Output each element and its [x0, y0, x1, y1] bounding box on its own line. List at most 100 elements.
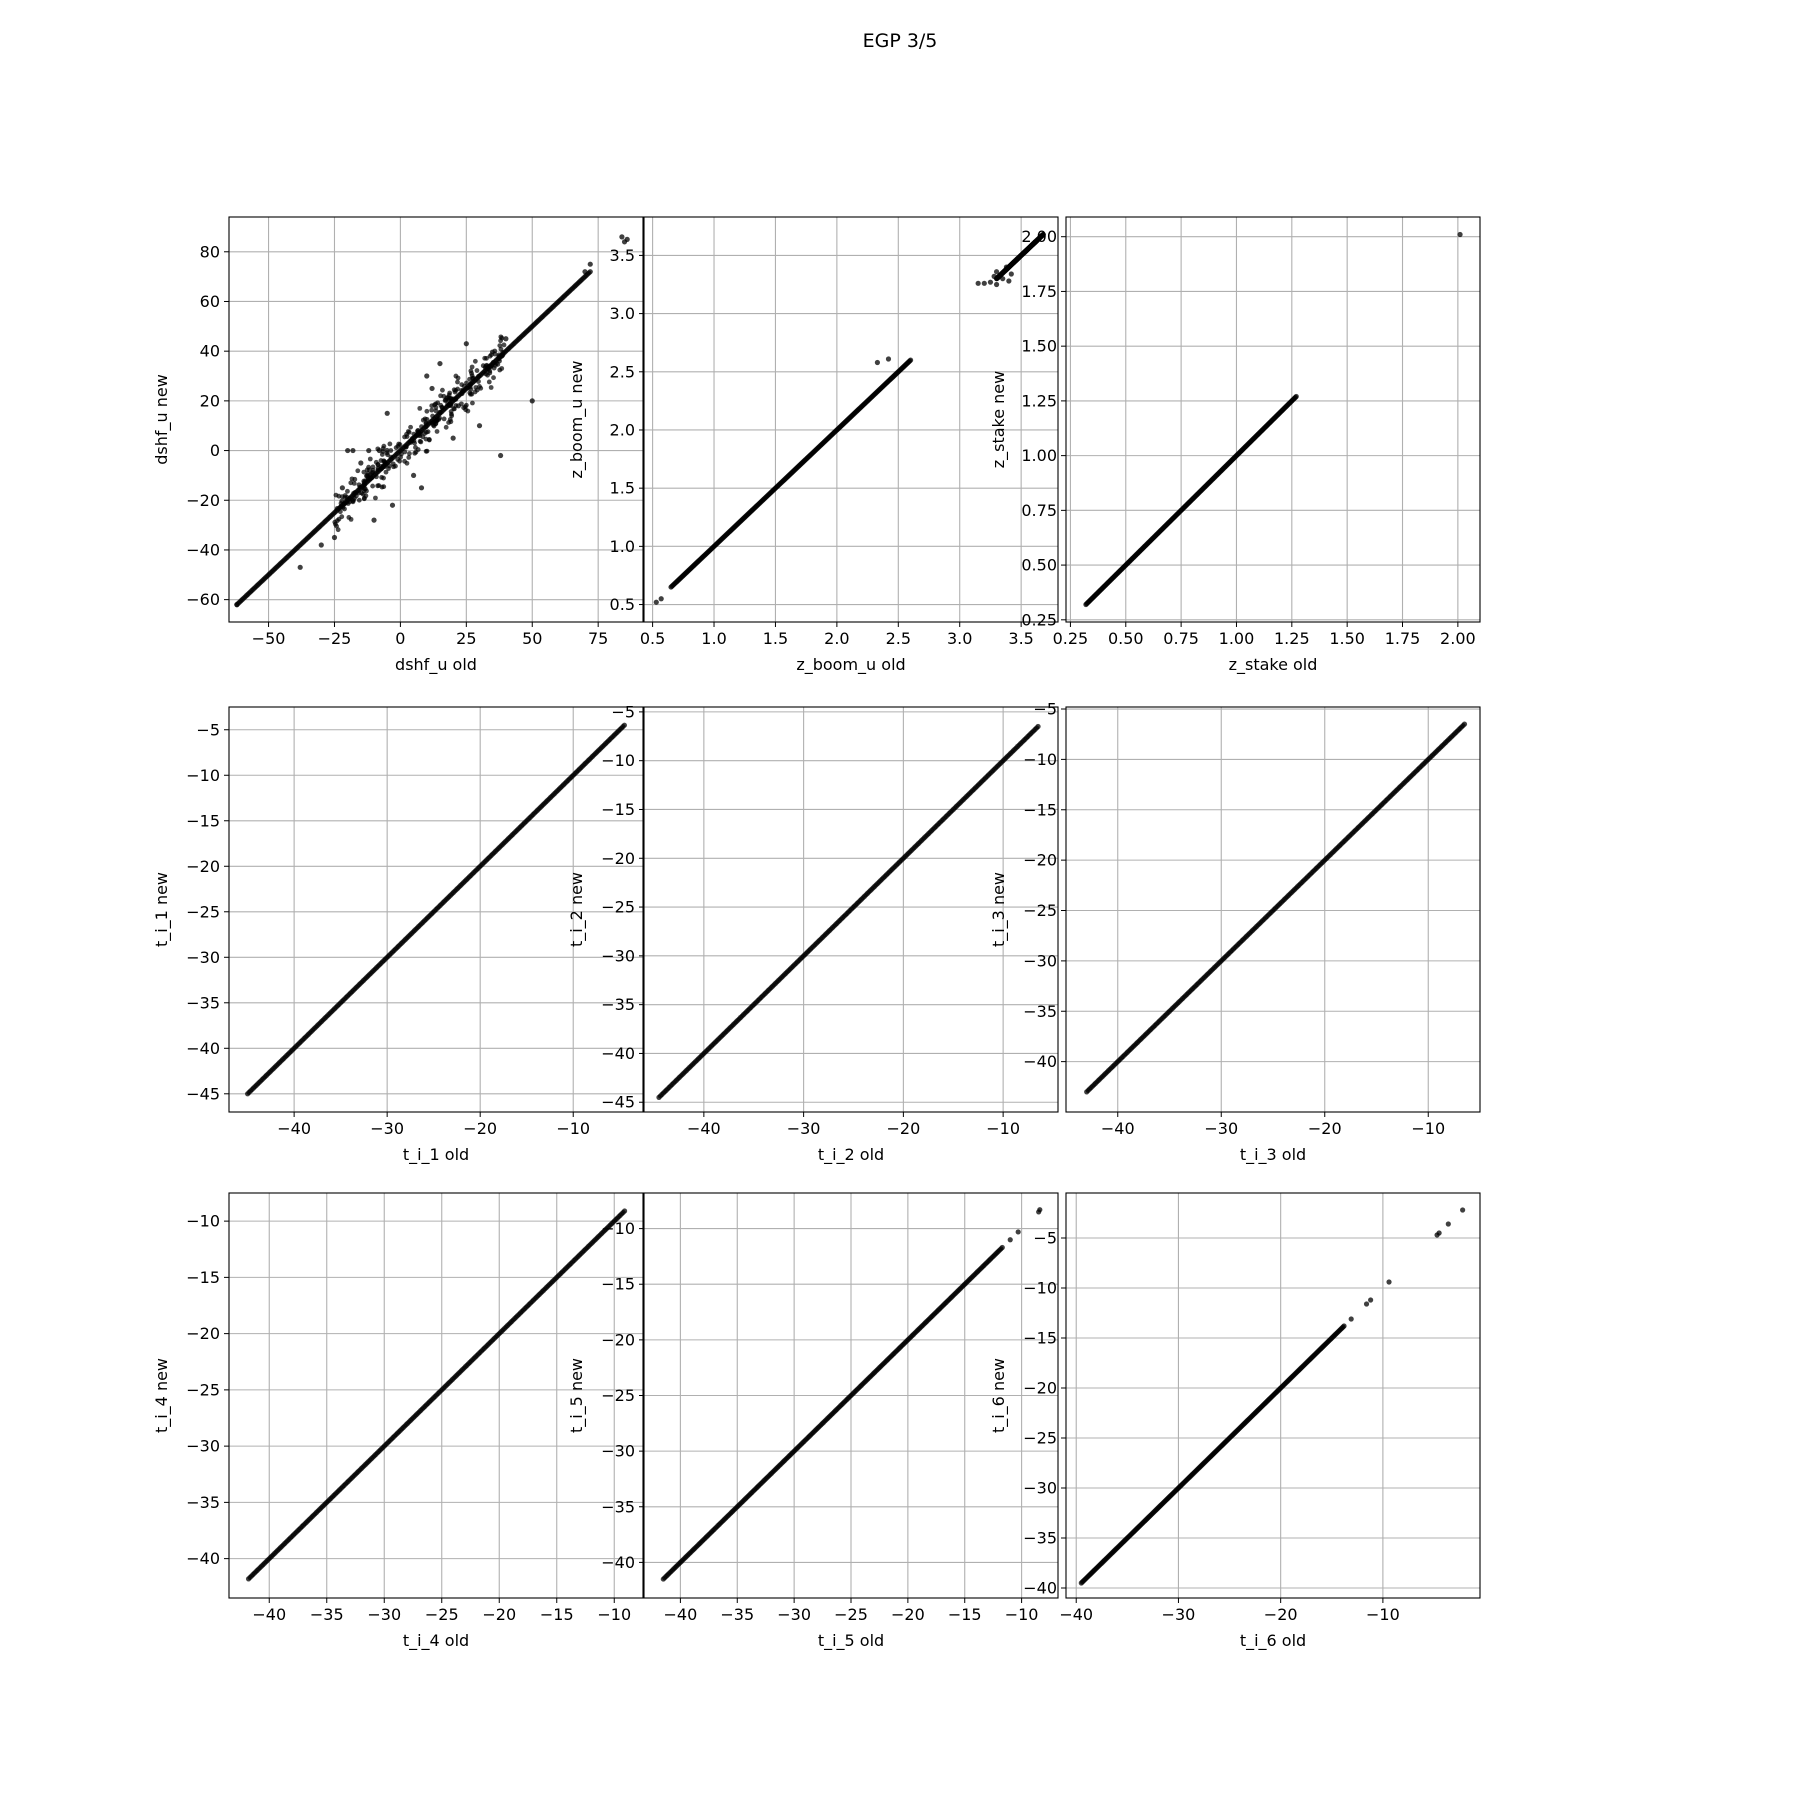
- scatter-point: [408, 424, 413, 430]
- y-tick-label: −10: [601, 1219, 635, 1238]
- scatter-point: [1348, 1316, 1354, 1322]
- scatter-point: [379, 474, 385, 480]
- y-tick-label: −30: [601, 1442, 635, 1461]
- scatter-point: [991, 273, 997, 279]
- y-tick-label: 20: [200, 391, 220, 410]
- scatter-point: [658, 596, 664, 602]
- scatter-point: [1363, 1301, 1370, 1307]
- scatter-point: [424, 408, 430, 414]
- scatter-point: [440, 387, 445, 393]
- y-axis-label: t_i_5 new: [567, 1358, 587, 1433]
- y-tick-label: −40: [186, 1039, 220, 1058]
- y-tick-label: −25: [1023, 901, 1057, 920]
- y-tick-label: −5: [611, 702, 635, 721]
- y-tick-label: −30: [601, 946, 635, 965]
- y-tick-label: −15: [1023, 1329, 1057, 1348]
- scatter-point: [1040, 231, 1046, 238]
- scatter-point: [529, 398, 535, 404]
- scatter-point: [476, 379, 481, 384]
- x-tick-label: 1.5: [763, 629, 788, 648]
- scatter-point: [1008, 271, 1014, 277]
- scatter-point: [345, 447, 351, 454]
- scatter-point: [455, 375, 461, 381]
- y-tick-label: −25: [601, 1386, 635, 1405]
- scatter-point: [1457, 231, 1463, 238]
- scatter-point: [459, 382, 465, 388]
- scatter-point: [410, 472, 417, 479]
- x-tick-label: −15: [540, 1605, 574, 1624]
- y-tick-label: 80: [200, 242, 220, 261]
- scatter-point: [386, 466, 391, 471]
- figure-title: EGP 3/5: [862, 30, 938, 52]
- scatter-point: [451, 387, 457, 393]
- y-tick-label: −35: [1023, 1002, 1057, 1021]
- scatter-point: [387, 441, 393, 447]
- scatter-point: [1006, 278, 1012, 284]
- scatter-point: [621, 239, 628, 245]
- y-tick-label: −15: [186, 811, 220, 830]
- x-tick-label: 1.50: [1329, 629, 1365, 648]
- scatter-point: [351, 481, 357, 486]
- scatter-point: [366, 447, 372, 454]
- subplot-4: −40 −30 −20 −10 −45 −40 −35 −30 −25 −20 −15 −10 −5 t_…: [152, 706, 644, 1165]
- y-tick-label: −15: [601, 800, 635, 819]
- scatter-point: [498, 452, 504, 459]
- scatter-point: [418, 485, 425, 491]
- scatter-point: [1445, 1221, 1451, 1227]
- scatter-point: [318, 542, 324, 548]
- y-tick-label: −40: [1023, 1579, 1057, 1598]
- scatter-point: [342, 495, 348, 500]
- scatter-point: [417, 405, 423, 411]
- scatter-point: [453, 397, 459, 402]
- plot-frame: [1065, 216, 1481, 623]
- scatter-point: [364, 473, 369, 479]
- y-tick-label: −40: [601, 1044, 635, 1063]
- y-tick-label: −20: [601, 849, 635, 868]
- x-tick-label: −10: [986, 1119, 1020, 1138]
- x-tick-label: −40: [1101, 1119, 1135, 1138]
- scatter-point: [388, 448, 394, 453]
- subplot-3: 0.25 0.50 0.75 1.00 1.25 1.50 1.75 2.00 0.25 0.50…: [989, 216, 1481, 675]
- y-axis-label: z_boom_u new: [567, 360, 587, 478]
- y-tick-label: 0.75: [1021, 501, 1057, 520]
- y-tick-label: −40: [1023, 1052, 1057, 1071]
- scatter-point: [388, 454, 394, 460]
- scatter-point: [461, 405, 467, 411]
- x-tick-label: −20: [482, 1605, 516, 1624]
- scatter-point: [480, 363, 486, 369]
- y-tick-label: −20: [1023, 1379, 1057, 1398]
- x-tick-label: −35: [310, 1605, 344, 1624]
- scatter-point: [419, 424, 424, 429]
- scatter-point: [370, 483, 376, 489]
- y-tick-label: −30: [1023, 1479, 1057, 1498]
- x-tick-label: −20: [886, 1119, 920, 1138]
- scatter-point: [345, 488, 350, 494]
- y-tick-label: −20: [186, 491, 220, 510]
- scatter-point: [467, 384, 473, 390]
- x-tick-label: −20: [1264, 1605, 1298, 1624]
- y-axis-label: z_stake new: [989, 371, 1009, 469]
- subplot-7: −40 −35 −30 −25 −20 −15 −10 −40 −35 −30 −25 −20 −15 −…: [152, 1192, 644, 1651]
- scatter-point: [424, 373, 430, 379]
- y-tick-label: −10: [601, 751, 635, 770]
- x-tick-label: −25: [318, 629, 352, 648]
- subplot-5: −40 −30 −20 −10 −45 −40 −35 −30 −25 −20 −15 −10 −5 t_…: [567, 702, 1059, 1165]
- data-layer: [245, 1208, 628, 1582]
- scatter-point: [361, 469, 367, 475]
- scatter-point: [619, 234, 625, 240]
- subplot-8: −40 −35 −30 −25 −20 −15 −10 −40 −35 −30 −25 −20 −15 −…: [567, 1192, 1059, 1651]
- scatter-point: [404, 460, 410, 466]
- plot-frame: [1065, 1192, 1481, 1599]
- scatter-point: [353, 493, 359, 499]
- y-tick-label: −45: [186, 1084, 220, 1103]
- y-tick-label: −35: [1023, 1529, 1057, 1548]
- y-tick-label: −15: [1023, 800, 1057, 819]
- scatter-point: [582, 269, 588, 275]
- scatter-point: [467, 376, 472, 382]
- scatter-point: [1035, 723, 1041, 730]
- x-axis-label: t_i_3 old: [1240, 1145, 1306, 1165]
- plot-frame: [643, 706, 1059, 1113]
- scatter-point: [332, 519, 338, 525]
